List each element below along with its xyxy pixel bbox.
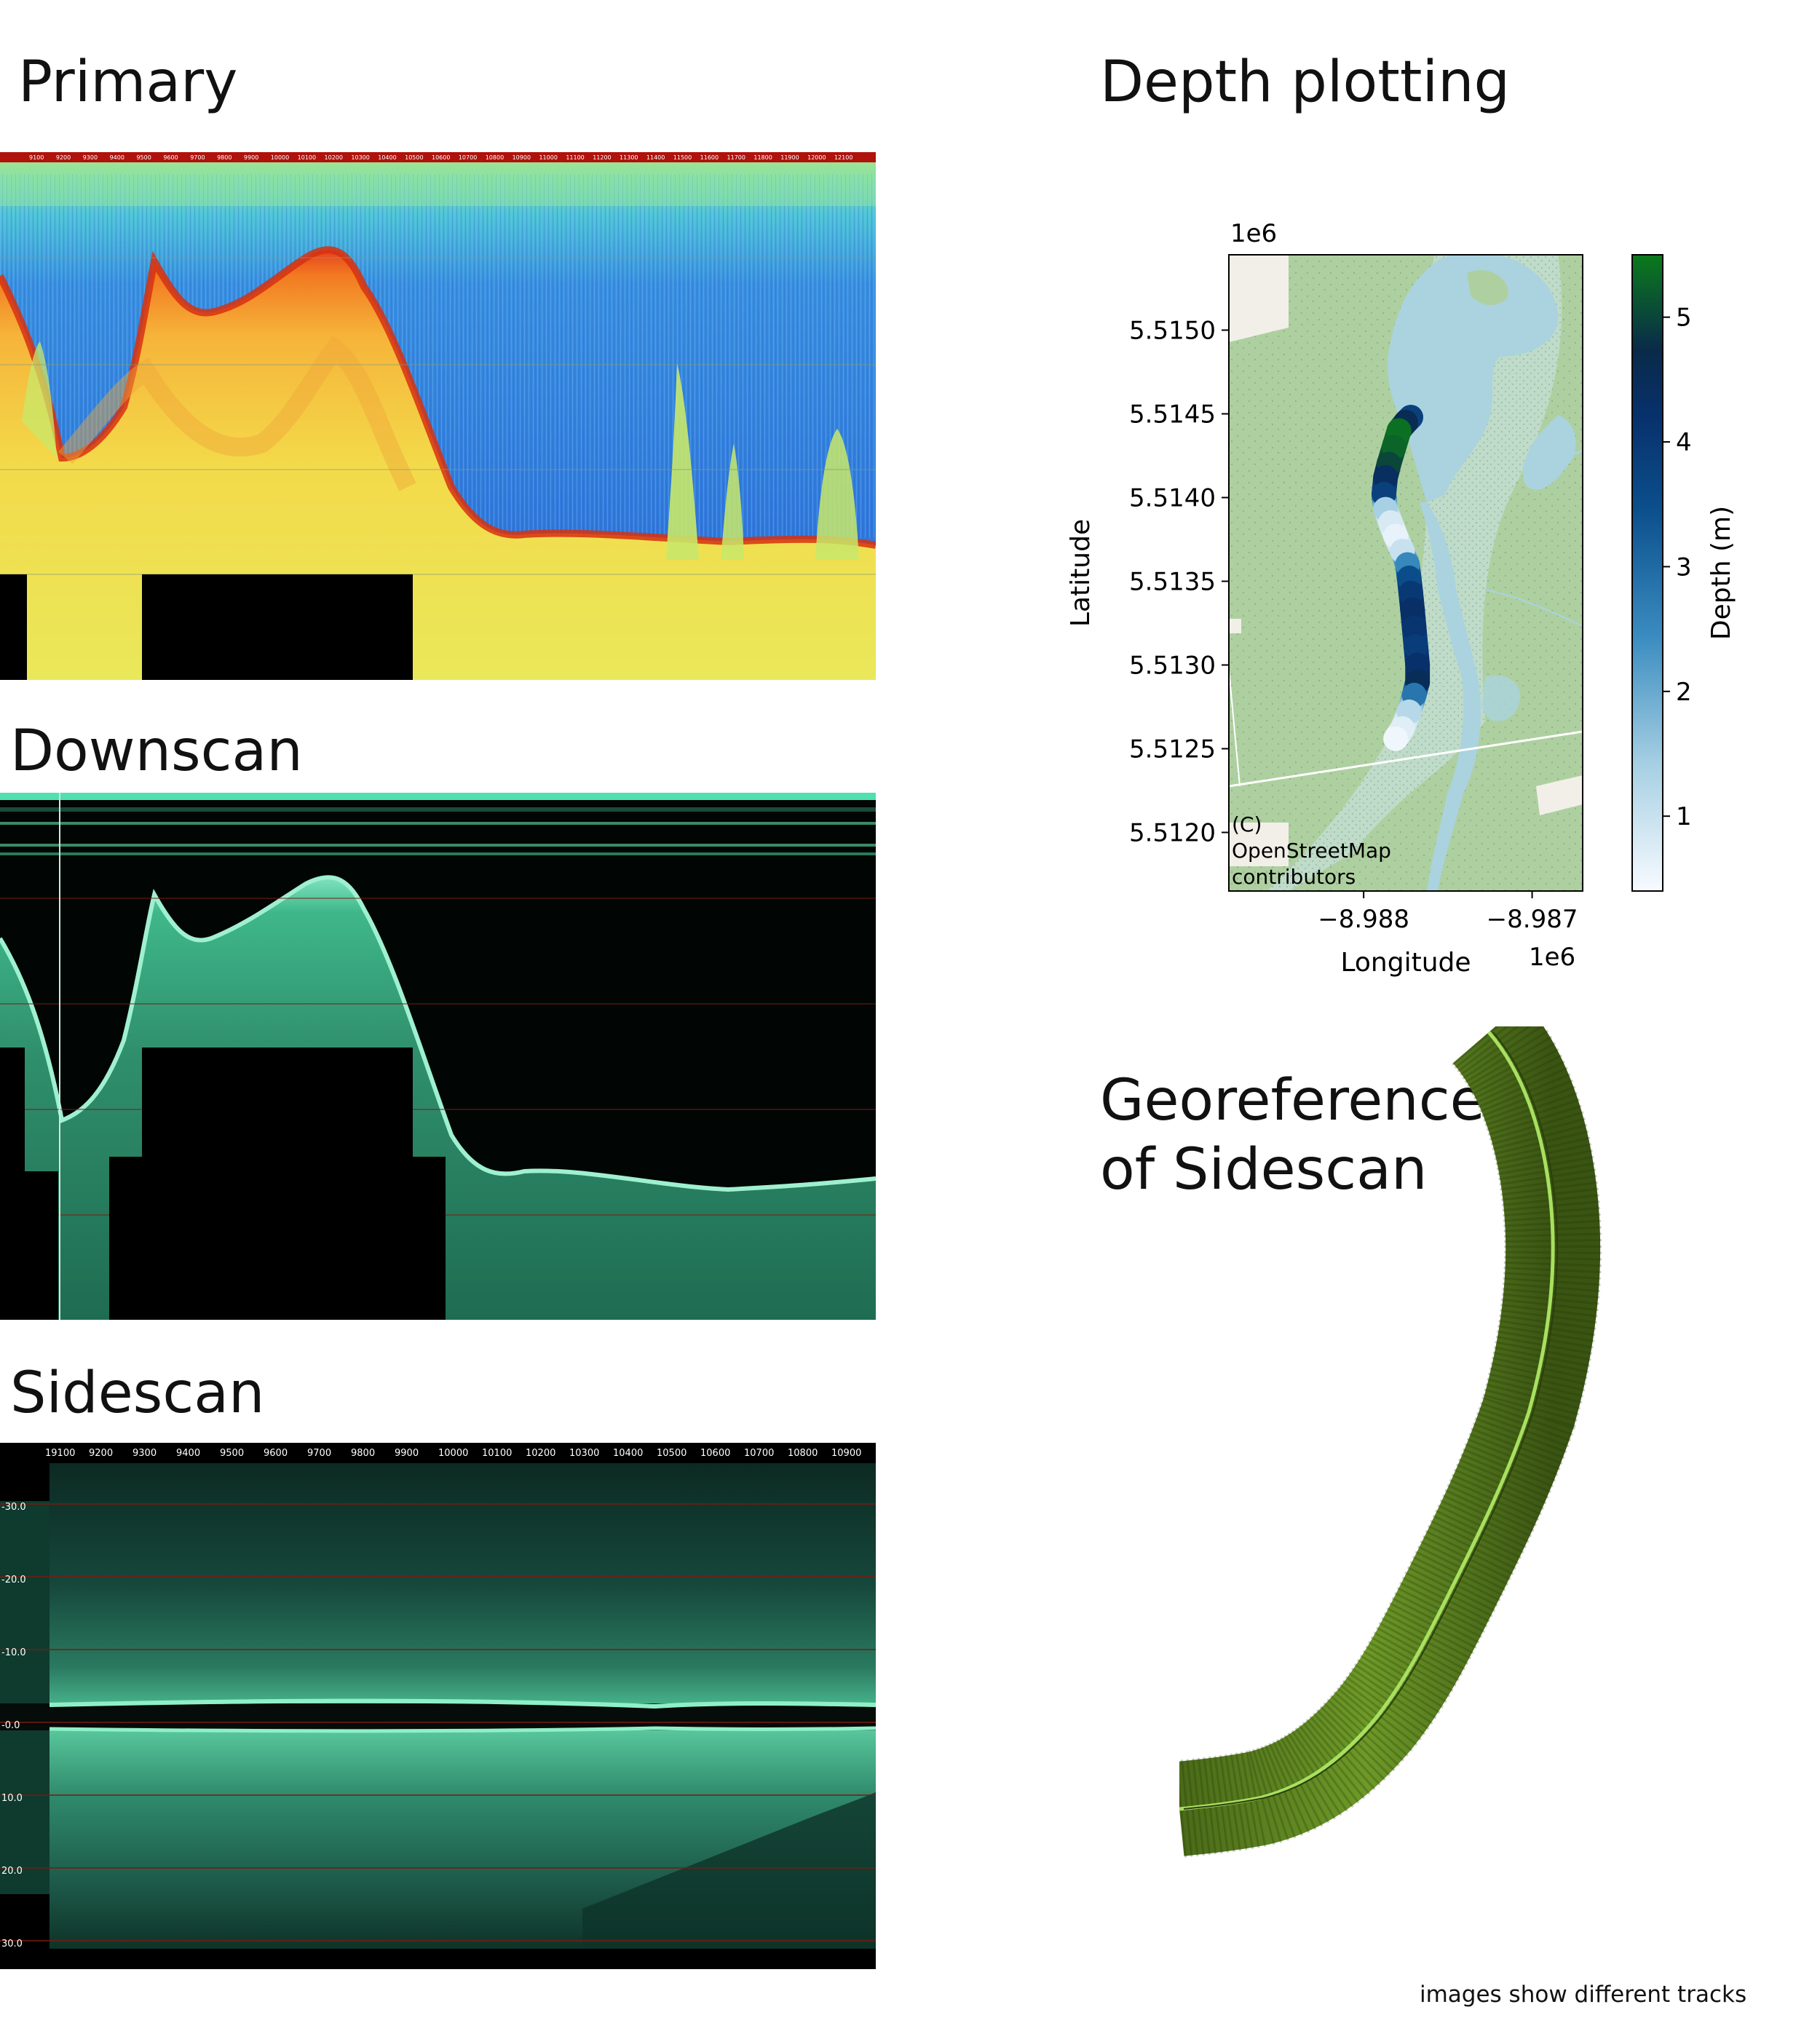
- osm-attribution-line2: OpenStreetMap: [1232, 839, 1391, 863]
- primary-tick-label: 9700: [190, 154, 205, 161]
- colorbar-tick-label: 3: [1676, 553, 1692, 582]
- y-tick-label: 5.5125: [1129, 735, 1216, 764]
- sidescan-x-tick: 10600: [700, 1448, 730, 1459]
- x-offset-label: 1e6: [1529, 943, 1575, 972]
- y-axis-label: Latitude: [1066, 519, 1096, 627]
- primary-tick-label: 11200: [593, 154, 611, 161]
- downscan-title: Downscan: [10, 718, 303, 784]
- y-offset-label: 1e6: [1230, 219, 1277, 248]
- colorbar-tick-label: 4: [1676, 428, 1692, 457]
- primary-tick-label: 9300: [83, 154, 98, 161]
- primary-title: Primary: [18, 50, 238, 115]
- colorbar-tick-label: 2: [1676, 678, 1692, 707]
- sidescan-y-tick: 10.0: [1, 1793, 23, 1804]
- primary-tick-label: 9900: [244, 154, 258, 161]
- y-tick-label: 5.5145: [1129, 400, 1216, 429]
- y-tick-label: 5.5130: [1129, 652, 1216, 681]
- colorbar-tick-label: 1: [1676, 802, 1692, 831]
- x-tick-label: −8.987: [1487, 905, 1578, 934]
- sidescan-x-tick: 19100: [45, 1448, 75, 1459]
- colorbar-tick-label: 5: [1676, 304, 1692, 333]
- sidescan-x-tick: 10700: [744, 1448, 774, 1459]
- primary-tick-label: 11500: [673, 154, 692, 161]
- primary-tick-label: 10900: [513, 154, 531, 161]
- footnote: images show different tracks: [1420, 1981, 1747, 2008]
- primary-tick-label: 9600: [163, 154, 178, 161]
- sidescan-x-tick: 10400: [613, 1448, 643, 1459]
- primary-tick-label: 10500: [405, 154, 423, 161]
- primary-tick-label: 10800: [486, 154, 504, 161]
- sidescan-y-tick: 30.0: [1, 1939, 23, 1949]
- primary-tick-label: 10700: [459, 154, 477, 161]
- y-tick-label: 5.5140: [1129, 484, 1216, 513]
- colorbar: [1631, 254, 1663, 892]
- sidescan-x-tick: 10500: [657, 1448, 687, 1459]
- primary-tick-label: 11800: [753, 154, 772, 161]
- sidescan-x-tick: 9600: [264, 1448, 288, 1459]
- sidescan-x-tick: 10300: [569, 1448, 599, 1459]
- sidescan-x-tick: 9200: [89, 1448, 113, 1459]
- sidescan-y-tick: -10.0: [1, 1647, 26, 1658]
- sidescan-y-tick: -20.0: [1, 1575, 26, 1585]
- primary-echogram: 9100 9200 9300 9400 9500 9600 9700 9800 9900 1000…: [0, 152, 876, 680]
- sidescan-x-tick: 10800: [788, 1448, 818, 1459]
- colorbar-label: Depth (m): [1706, 506, 1736, 640]
- sidescan-x-tick: 10900: [831, 1448, 861, 1459]
- georef-title-line2: of Sidescan: [1100, 1137, 1428, 1203]
- sidescan-y-tick: -0.0: [1, 1720, 20, 1731]
- primary-tick-label: 11900: [780, 154, 799, 161]
- sidescan-x-tick: 9800: [351, 1448, 375, 1459]
- osm-attribution-line1: (C): [1232, 812, 1262, 836]
- depth-point: [1383, 726, 1409, 751]
- sidescan-x-tick: 9500: [220, 1448, 244, 1459]
- primary-tick-label: 12000: [807, 154, 826, 161]
- sidescan-y-tick: 20.0: [1, 1866, 23, 1877]
- primary-tick-label: 11000: [539, 154, 557, 161]
- primary-tick-label: 10000: [271, 154, 289, 161]
- depth-scatter-map: (C) OpenStreetMap contributors 5.5120 5.5…: [1048, 211, 1776, 997]
- primary-tick-label: 9800: [217, 154, 232, 161]
- sidescan-image: 19100 9200 9300 9400 9500 9600 9700 9800 9900 100…: [0, 1443, 876, 1969]
- sidescan-x-tick: 9400: [176, 1448, 200, 1459]
- sidescan-x-tick: 9900: [395, 1448, 419, 1459]
- primary-tick-label: 10400: [378, 154, 396, 161]
- georeferenced-sidescan: [1174, 1000, 1653, 1965]
- depth-point: [1401, 615, 1427, 641]
- sidescan-x-tick: 10200: [526, 1448, 555, 1459]
- sidescan-x-tick: 9300: [132, 1448, 157, 1459]
- primary-tick-label: 11700: [727, 154, 745, 161]
- y-tick-label: 5.5135: [1129, 568, 1216, 597]
- primary-tick-label: 9100: [29, 154, 44, 161]
- sidescan-x-tick: 10100: [482, 1448, 512, 1459]
- y-tick-label: 5.5120: [1129, 819, 1216, 848]
- downscan-echogram: [0, 793, 876, 1320]
- primary-tick-label: 10200: [325, 154, 343, 161]
- primary-tick-label: 11600: [700, 154, 719, 161]
- y-tick-label: 5.5150: [1129, 317, 1216, 346]
- x-axis-label: Longitude: [1340, 948, 1471, 978]
- primary-tick-label: 9400: [110, 154, 124, 161]
- depth-point: [1403, 634, 1428, 660]
- x-tick-label: −8.988: [1318, 905, 1409, 934]
- primary-tick-label: 11300: [620, 154, 638, 161]
- primary-tick-label: 11400: [646, 154, 665, 161]
- sidescan-y-tick: -30.0: [1, 1502, 26, 1513]
- depth-point: [1400, 597, 1425, 622]
- sidescan-title: Sidescan: [10, 1361, 265, 1426]
- primary-tick-label: 10600: [432, 154, 450, 161]
- primary-tick-label: 9500: [136, 154, 151, 161]
- depth-plot-title: Depth plotting: [1100, 50, 1511, 115]
- sidescan-x-tick: 9700: [307, 1448, 331, 1459]
- primary-tick-label: 11100: [566, 154, 584, 161]
- primary-tick-label: 10100: [298, 154, 316, 161]
- primary-tick-label: 9200: [56, 154, 71, 161]
- georef-title-line1: Georeference: [1100, 1068, 1485, 1133]
- primary-tick-label: 10300: [351, 154, 369, 161]
- primary-tick-label: 12100: [834, 154, 852, 161]
- sidescan-x-tick: 10000: [438, 1448, 468, 1459]
- osm-attribution-line3: contributors: [1232, 865, 1356, 889]
